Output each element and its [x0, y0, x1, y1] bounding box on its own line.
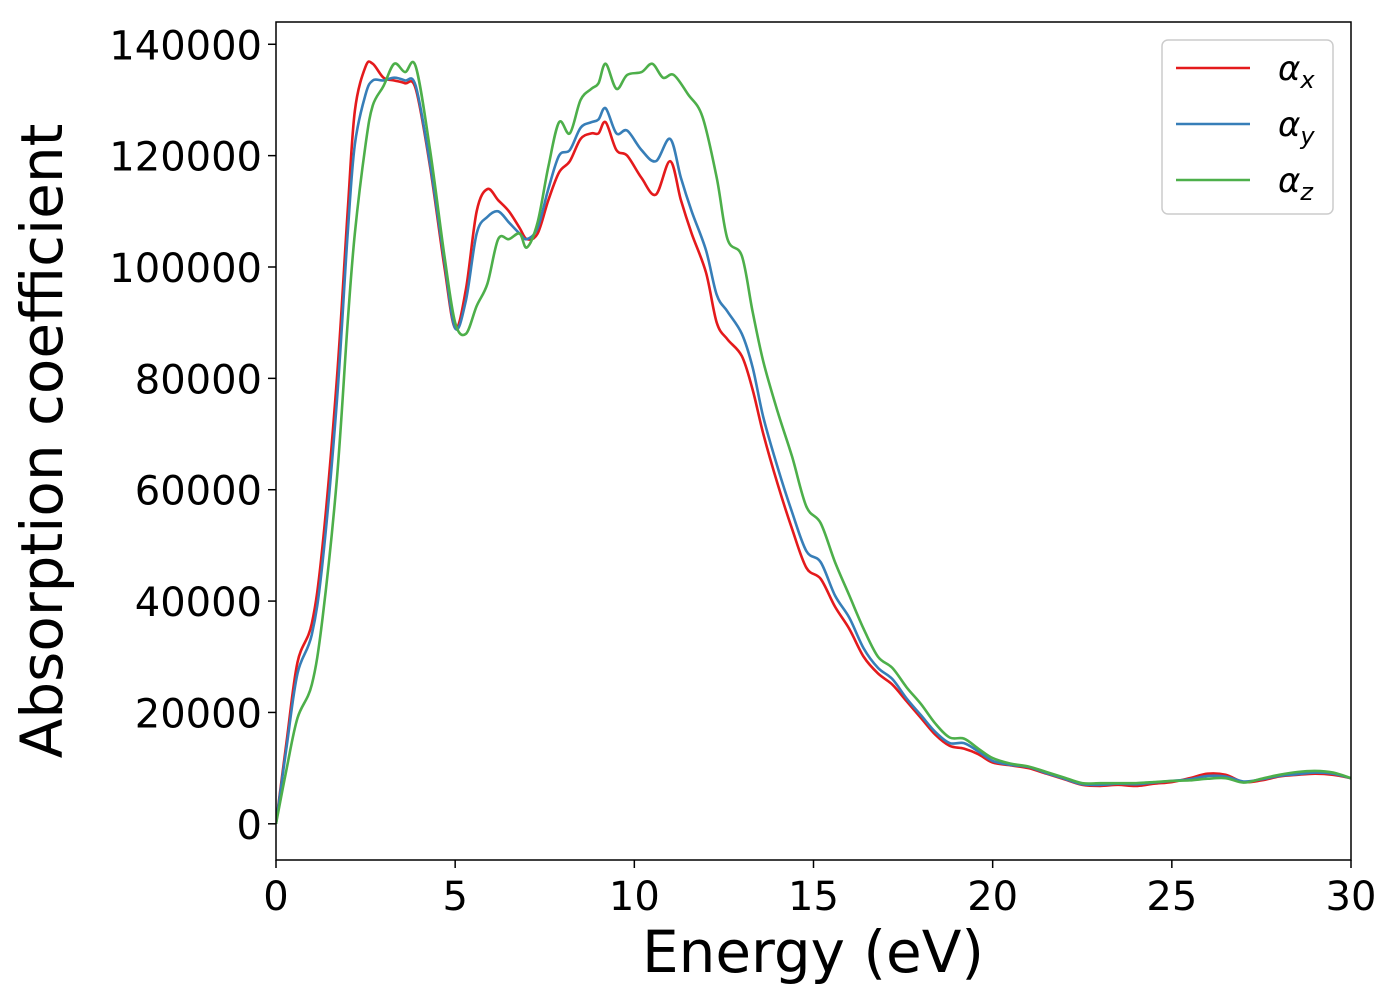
- y-axis: 0 20000 40000 60000 80000 100000 120000 140000: [109, 23, 276, 849]
- x-tick-label: 5: [442, 874, 467, 920]
- y-tick-label: 120000: [109, 135, 262, 181]
- x-tick-label: 25: [1146, 874, 1197, 920]
- x-tick-label: 15: [788, 874, 839, 920]
- legend-label-x: αx: [1278, 49, 1315, 94]
- y-tick-label: 60000: [135, 469, 262, 515]
- legend-box: [1161, 39, 1334, 215]
- x-tick-label: 0: [263, 874, 288, 920]
- y-tick-label: 80000: [135, 357, 262, 403]
- x-tick-label: 10: [609, 874, 660, 920]
- y-tick-label: 40000: [135, 580, 262, 626]
- series-line-y: [276, 76, 1351, 824]
- x-tick-label: 30: [1326, 874, 1377, 920]
- series-layer: [276, 60, 1351, 825]
- x-axis-label: Energy (eV): [642, 918, 984, 986]
- y-axis-label: Absorption coefficient: [8, 124, 76, 759]
- x-axis: 0 5 10 15 20 25 30: [263, 860, 1376, 920]
- y-tick-label: 20000: [135, 691, 262, 737]
- legend-label-y: αy: [1278, 105, 1315, 150]
- x-tick-label: 20: [967, 874, 1018, 920]
- y-tick-label: 140000: [109, 23, 262, 69]
- legend: αx αy αz: [1161, 39, 1334, 215]
- y-tick-label: 0: [237, 803, 262, 849]
- y-tick-label: 100000: [109, 246, 262, 292]
- series-line-z: [276, 60, 1351, 825]
- legend-label-z: αz: [1278, 161, 1314, 206]
